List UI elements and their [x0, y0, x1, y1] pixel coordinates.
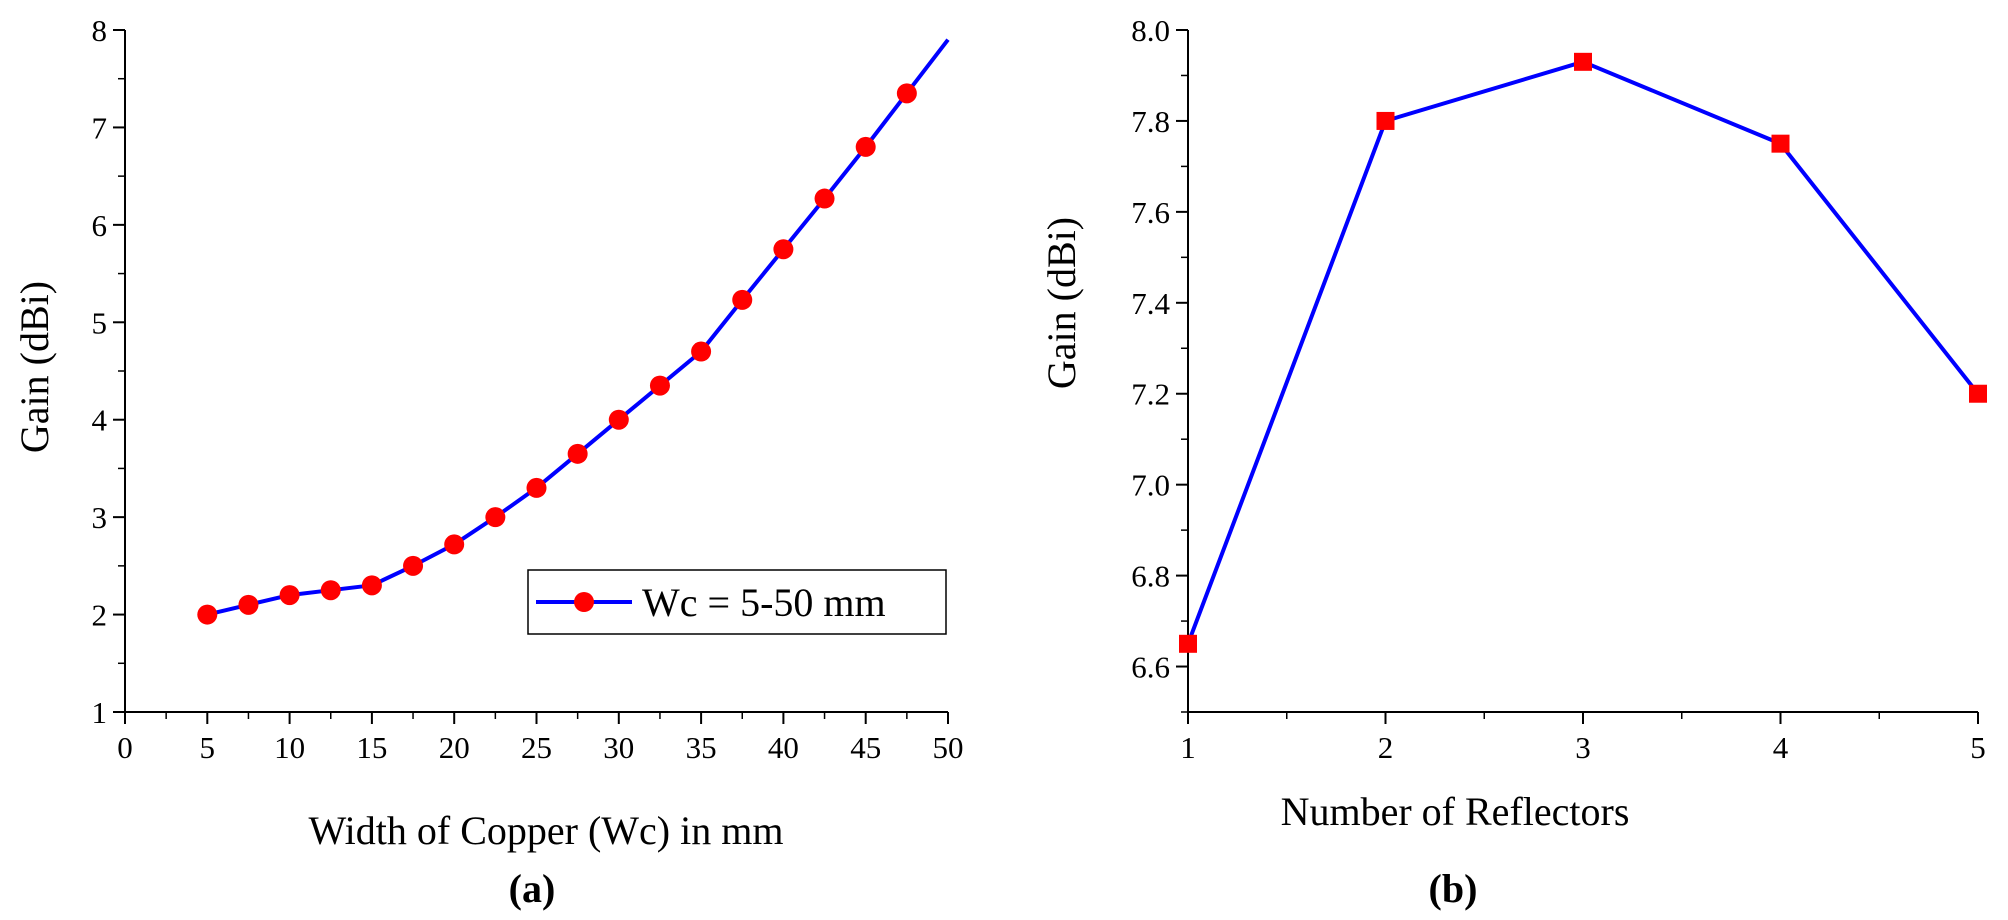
chart-b-x-tick-label: 4 — [1773, 730, 1789, 765]
chart-a-x-tick-label: 15 — [356, 730, 387, 765]
chart-a-y-tick-label: 6 — [92, 208, 108, 243]
chart-a-data-point — [403, 555, 424, 576]
chart-b-y-tick-label: 7.8 — [1131, 104, 1170, 139]
chart-a-data-point — [649, 375, 670, 396]
chart-b: 1 2 3 4 5 6.6 6.8 7.0 7.2 7.4 7.6 7.8 8.0 Number of … — [1039, 13, 1987, 911]
chart-a-legend-marker — [574, 592, 594, 612]
chart-a-y-tick-label: 3 — [92, 500, 108, 535]
chart-a-series-line — [206, 38, 950, 617]
chart-a-data-point — [773, 239, 794, 260]
chart-a-data-point — [814, 188, 835, 209]
chart-a-x-tick-label: 0 — [117, 730, 133, 765]
chart-a-data-point — [361, 575, 382, 596]
chart-a-y-tick-label: 2 — [92, 598, 108, 633]
chart-a-data-point — [608, 409, 629, 430]
chart-b-y-tick-label: 6.8 — [1131, 559, 1170, 594]
chart-a-data-point — [855, 136, 876, 157]
chart-a-data-point — [732, 289, 753, 310]
chart-a-x-tick-label: 35 — [686, 730, 717, 765]
chart-a-x-axis-title: Width of Copper (Wc) in mm — [309, 808, 784, 853]
chart-a-caption: (a) — [509, 866, 556, 911]
chart-b-data-point — [1771, 134, 1790, 153]
chart-a-legend: Wc = 5-50 mm — [527, 569, 947, 635]
chart-b-data-point — [1179, 634, 1197, 653]
chart-a-x-tick-label: 30 — [603, 730, 634, 765]
chart-a-y-tick-label: 1 — [92, 695, 108, 730]
chart-b-data-point — [1969, 384, 1987, 403]
chart-b-series — [1179, 52, 1987, 653]
chart-b-x-tick-label: 2 — [1378, 730, 1394, 765]
chart-a-data-point — [238, 594, 259, 615]
chart-a-x-tick-label: 25 — [521, 730, 552, 765]
chart-a-data-point — [279, 585, 300, 606]
chart-a-data-point — [320, 580, 341, 601]
chart-b-x-axis-title: Number of Reflectors — [1281, 789, 1630, 834]
chart-b-caption: (b) — [1429, 866, 1478, 911]
chart-a-data-point — [485, 507, 506, 528]
chart-a-legend-label: Wc = 5-50 mm — [642, 580, 886, 625]
chart-a-series — [197, 38, 950, 625]
chart-a-x-tick-label: 45 — [850, 730, 881, 765]
chart-a-x-tick-label: 5 — [200, 730, 216, 765]
chart-b-ticks: 1 2 3 4 5 6.6 6.8 7.0 7.2 7.4 7.6 7.8 8.0 — [1131, 13, 1986, 765]
chart-b-y-tick-label: 7.4 — [1131, 286, 1170, 321]
chart-b-y-tick-label: 6.6 — [1131, 650, 1170, 685]
chart-b-series-line — [1186, 59, 1980, 645]
chart-b-axes — [1187, 30, 1978, 713]
chart-a-y-tick-label: 8 — [92, 13, 108, 48]
chart-a-y-tick-label: 7 — [92, 110, 108, 145]
chart-a-x-tick-label: 10 — [274, 730, 305, 765]
chart-b-x-tick-label: 1 — [1180, 730, 1196, 765]
chart-b-y-tick-label: 7.6 — [1131, 195, 1170, 230]
chart-a-y-axis-title: Gain (dBi) — [12, 281, 57, 453]
chart-a-x-tick-label: 20 — [439, 730, 470, 765]
chart-a-data-point — [691, 341, 712, 362]
chart-a-data-point — [526, 477, 547, 498]
chart-a-y-tick-label: 5 — [92, 305, 108, 340]
chart-a-x-tick-label: 40 — [768, 730, 799, 765]
chart-a-data-point — [444, 534, 465, 555]
chart-b-x-tick-label: 3 — [1575, 730, 1591, 765]
chart-b-y-tick-label: 7.0 — [1131, 468, 1170, 503]
chart-a-data-point — [197, 604, 218, 625]
chart-b-data-point — [1376, 111, 1395, 130]
chart-a-data-point — [896, 83, 917, 104]
chart-b-data-point — [1574, 52, 1592, 71]
chart-a-x-tick-label: 50 — [933, 730, 964, 765]
chart-b-y-tick-label: 7.2 — [1131, 377, 1170, 412]
chart-a-y-tick-label: 4 — [92, 403, 108, 438]
chart-b-x-tick-label: 5 — [1970, 730, 1986, 765]
chart-b-y-axis-title: Gain (dBi) — [1039, 217, 1084, 389]
chart-b-y-tick-label: 8.0 — [1131, 13, 1170, 48]
chart-a-data-point — [567, 443, 588, 464]
